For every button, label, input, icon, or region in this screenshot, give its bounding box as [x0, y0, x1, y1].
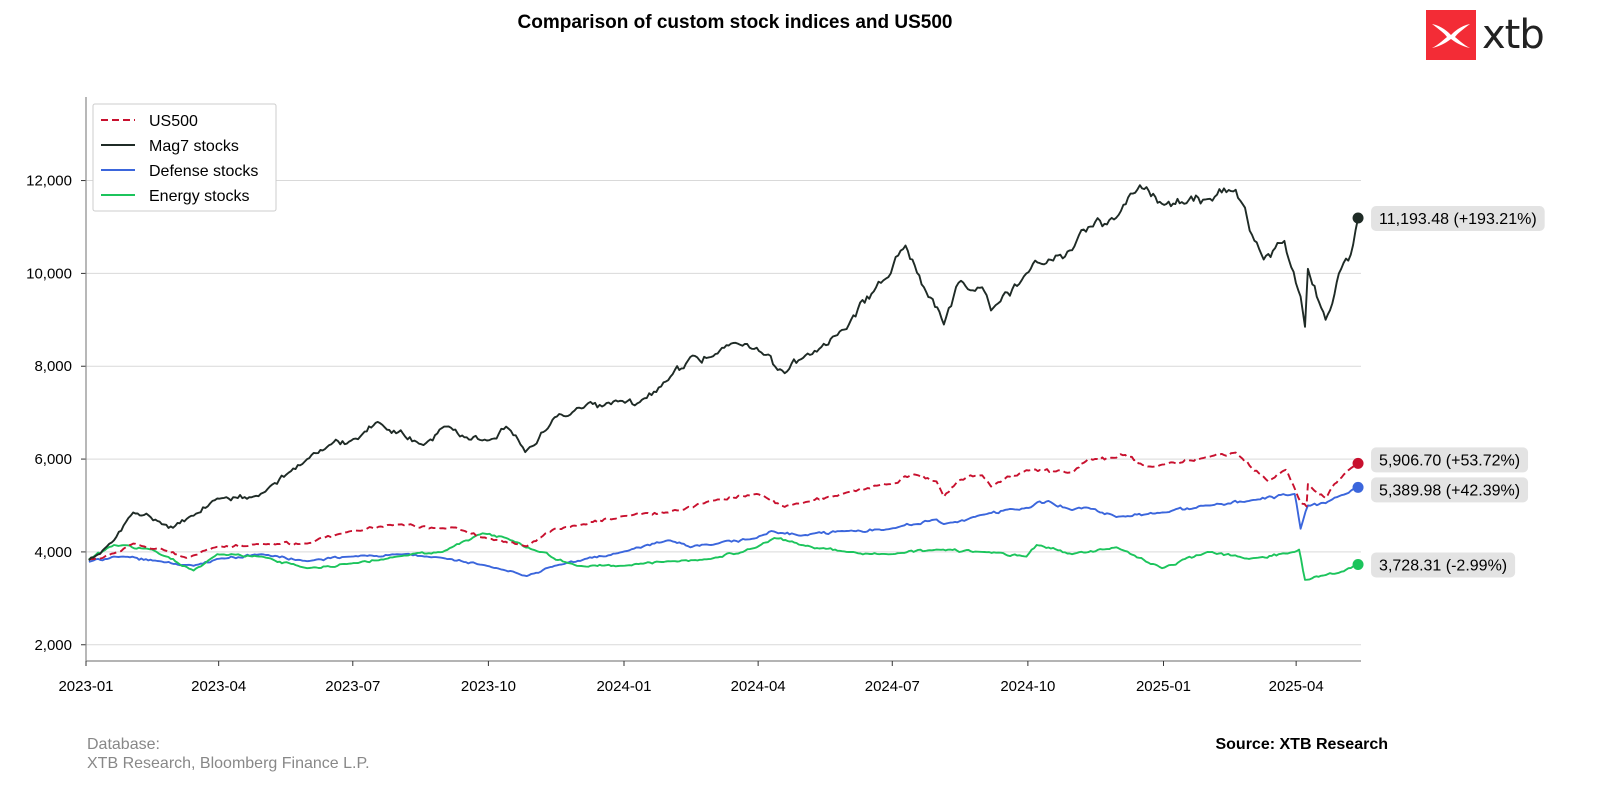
database-label: Database:	[87, 736, 160, 753]
series-end-marker	[1352, 481, 1364, 493]
database-sources: XTB Research, Bloomberg Finance L.P.	[87, 755, 370, 772]
source-label: Source: XTB Research	[1215, 736, 1388, 753]
series-end-label-text: 3,728.31 (-2.99%)	[1379, 558, 1507, 575]
series-end-marker	[1352, 212, 1364, 224]
xtb-logo-text: xtb	[1482, 12, 1545, 58]
series-end-label-box	[1371, 447, 1529, 473]
series-end-label-box	[1371, 552, 1516, 578]
y-tick-label: 10,000	[26, 265, 72, 282]
y-tick-label: 12,000	[26, 173, 72, 190]
x-tick-label: 2023-01	[58, 678, 113, 695]
x-tick-label: 2023-10	[461, 678, 516, 695]
x-tick-label: 2023-04	[191, 678, 246, 695]
legend-box	[92, 103, 277, 212]
legend-label: Defense stocks	[149, 163, 258, 180]
series-end-marker	[1352, 559, 1364, 571]
series-end-label-box	[1371, 205, 1545, 231]
y-tick-label: 8,000	[34, 358, 72, 375]
series-line-defense-stocks	[88, 486, 1359, 578]
series-end-label-text: 5,389.98 (+42.39%)	[1379, 482, 1520, 499]
xtb-logo: xtb	[1426, 10, 1556, 60]
series-end-label-text: 5,906.70 (+53.72%)	[1379, 452, 1520, 469]
x-tick-label: 2024-04	[731, 678, 786, 695]
x-tick-label: 2025-04	[1269, 678, 1324, 695]
series-end-label: 5,906.70 (+53.72%)	[1371, 447, 1529, 473]
legend-label: US500	[149, 113, 198, 130]
series-line-mag7-stocks	[88, 184, 1360, 561]
xtb-logo-icon	[1426, 10, 1476, 60]
x-tick-label: 2023-07	[325, 678, 380, 695]
x-tick-label: 2024-07	[865, 678, 920, 695]
x-tick-label: 2024-01	[596, 678, 651, 695]
series-end-label-box	[1371, 477, 1529, 503]
series-end-label: 11,193.48 (+193.21%)	[1371, 205, 1545, 231]
legend-label: Energy stocks	[149, 188, 249, 205]
y-tick-label: 2,000	[34, 637, 72, 654]
x-tick-label: 2025-01	[1136, 678, 1191, 695]
database-note: Database: XTB Research, Bloomberg Financ…	[87, 735, 370, 773]
y-tick-label: 6,000	[34, 451, 72, 468]
chart-title: Comparison of custom stock indices and U…	[517, 12, 953, 33]
series-line-energy-stocks	[88, 532, 1359, 581]
series-end-label: 5,389.98 (+42.39%)	[1371, 477, 1529, 503]
series-end-marker	[1352, 457, 1364, 469]
x-tick-label: 2024-10	[1000, 678, 1055, 695]
series-line-us500	[88, 451, 1359, 561]
legend-label: Mag7 stocks	[149, 138, 239, 155]
y-tick-label: 4,000	[34, 544, 72, 561]
series-end-label-text: 11,193.48 (+193.21%)	[1379, 211, 1537, 228]
series-end-label: 3,728.31 (-2.99%)	[1371, 552, 1516, 578]
